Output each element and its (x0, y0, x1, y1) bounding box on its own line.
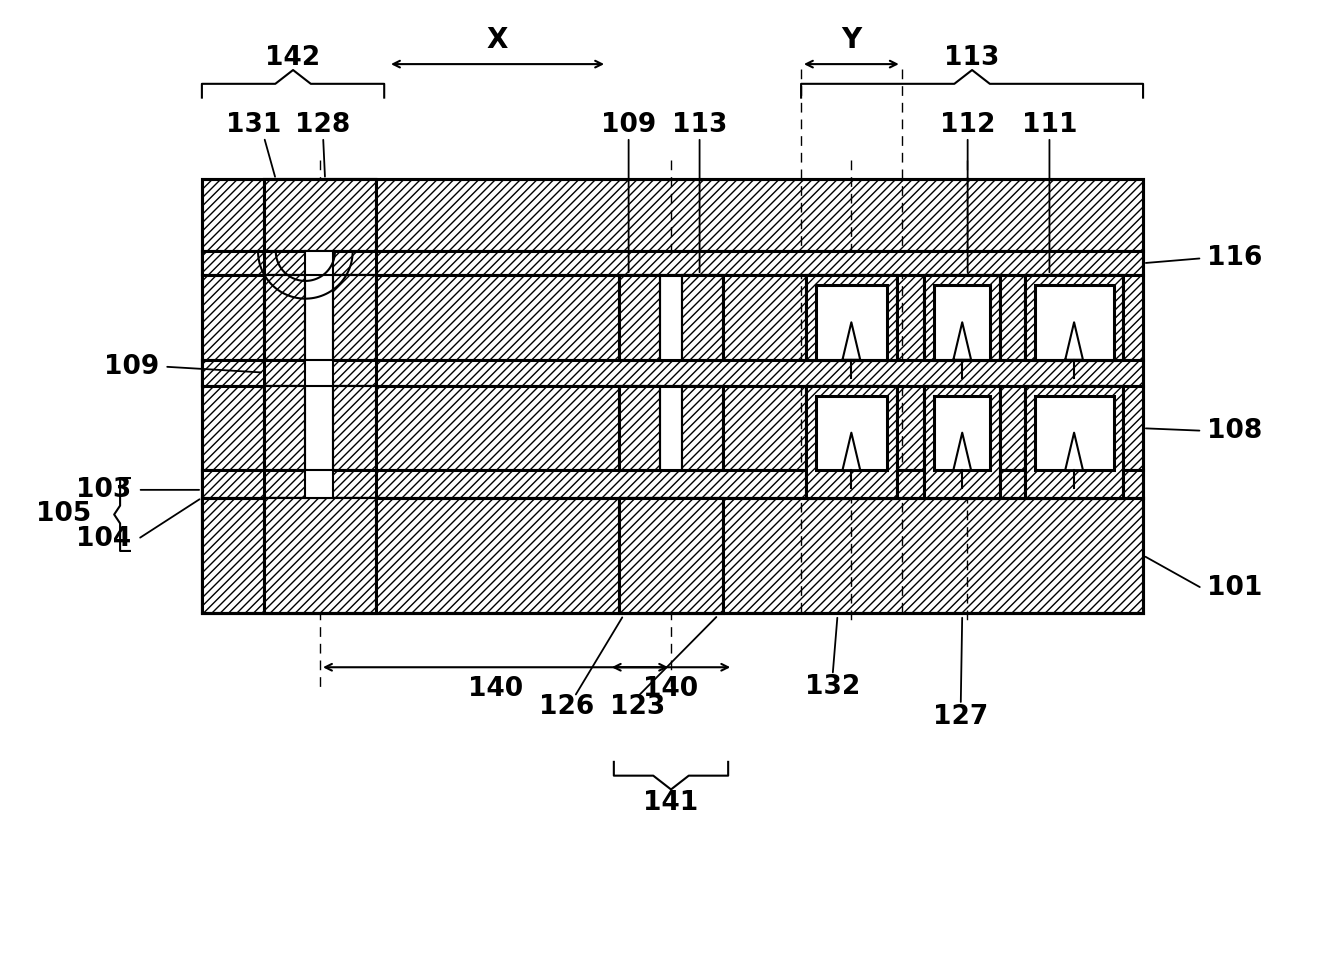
Polygon shape (843, 433, 860, 470)
Bar (619, 275, 723, 360)
Text: 141: 141 (643, 790, 699, 816)
Bar (306, 252, 333, 275)
Bar (807, 275, 896, 360)
Bar (1035, 396, 1114, 470)
Bar (934, 285, 990, 360)
Bar (816, 396, 887, 470)
Text: 131: 131 (227, 112, 282, 138)
Bar (682, 275, 723, 360)
Bar (807, 386, 896, 497)
Text: 112: 112 (939, 112, 996, 138)
Bar (201, 252, 1143, 275)
Bar (1025, 275, 1123, 360)
Bar (201, 470, 1143, 497)
Text: 109: 109 (105, 353, 160, 379)
Text: Y: Y (841, 27, 862, 55)
Bar (619, 275, 660, 360)
Text: 140: 140 (468, 676, 523, 702)
Text: 105: 105 (36, 501, 91, 527)
Bar (1025, 386, 1123, 497)
Text: 103: 103 (75, 477, 132, 503)
Bar (306, 360, 333, 386)
Bar (660, 275, 682, 360)
Text: 128: 128 (295, 112, 350, 138)
Text: 104: 104 (75, 526, 132, 552)
Bar (934, 396, 990, 470)
Bar (201, 360, 1143, 386)
Bar (306, 386, 333, 470)
Bar (201, 180, 1143, 613)
Bar (306, 470, 333, 497)
Bar (201, 497, 1143, 613)
Polygon shape (953, 433, 972, 470)
Bar (807, 275, 896, 360)
Bar (660, 386, 682, 470)
Bar (1025, 275, 1123, 360)
Bar (925, 275, 1000, 360)
Bar (264, 180, 376, 252)
Text: 111: 111 (1021, 112, 1078, 138)
Text: X: X (487, 27, 509, 55)
Bar (264, 180, 376, 613)
Text: 126: 126 (539, 694, 595, 720)
Bar (264, 386, 306, 470)
Text: 101: 101 (1208, 575, 1263, 601)
Text: 109: 109 (601, 112, 656, 138)
Text: 113: 113 (945, 45, 1000, 71)
Polygon shape (1066, 323, 1083, 360)
Text: 116: 116 (1208, 245, 1263, 272)
Polygon shape (843, 323, 860, 360)
Bar (925, 386, 1000, 497)
Text: 113: 113 (672, 112, 727, 138)
Bar (816, 285, 887, 360)
Bar (682, 386, 723, 470)
Text: 132: 132 (805, 674, 860, 700)
Bar (264, 497, 376, 613)
Bar (619, 497, 723, 613)
Bar (807, 386, 896, 497)
Polygon shape (1066, 433, 1083, 470)
Bar (333, 275, 376, 360)
Bar (201, 180, 1143, 613)
Bar (925, 386, 1000, 497)
Bar (619, 497, 723, 613)
Bar (333, 386, 376, 470)
Bar (306, 275, 333, 360)
Bar (1035, 285, 1114, 360)
Text: 108: 108 (1208, 418, 1263, 444)
Text: 142: 142 (266, 45, 321, 71)
Text: 123: 123 (609, 694, 666, 720)
Bar (925, 275, 1000, 360)
Bar (619, 386, 660, 470)
Bar (1025, 386, 1123, 497)
Bar (264, 275, 306, 360)
Text: 140: 140 (643, 676, 699, 702)
Text: 127: 127 (933, 704, 988, 730)
Polygon shape (953, 323, 972, 360)
Bar (619, 386, 723, 470)
